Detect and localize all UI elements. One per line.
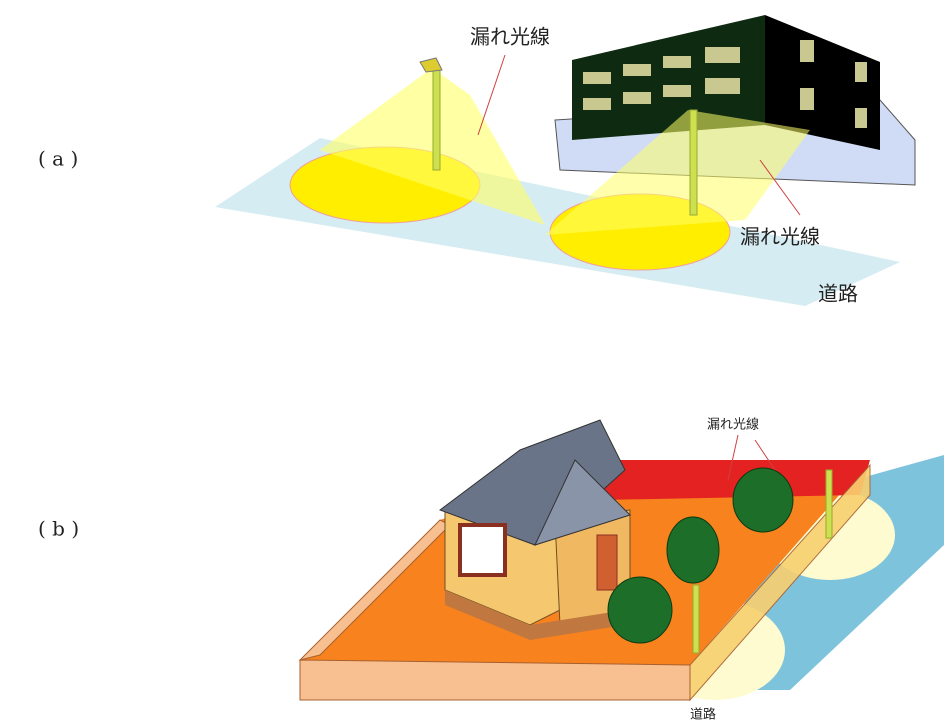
panel-b: ( b ) 漏れ光線 道路 bbox=[38, 417, 944, 723]
lamp-head bbox=[419, 57, 443, 73]
annotation: 漏れ光線 bbox=[470, 25, 550, 49]
lamp-pole bbox=[689, 109, 698, 216]
panel-label: ( b ) bbox=[38, 517, 79, 541]
pointer-line bbox=[727, 434, 739, 481]
lamp-pole bbox=[825, 469, 833, 539]
building-front bbox=[572, 15, 765, 140]
annotation: 漏れ光線 bbox=[707, 417, 759, 433]
light-cone bbox=[545, 110, 810, 235]
annotation: 道路 bbox=[690, 707, 716, 723]
lamp-pole bbox=[432, 67, 441, 171]
trees bbox=[607, 467, 794, 644]
annotation: 漏れ光線 bbox=[740, 225, 820, 249]
pointer-line bbox=[477, 54, 506, 136]
door bbox=[596, 534, 618, 591]
window bbox=[458, 523, 507, 577]
wall-front bbox=[299, 659, 691, 701]
house-base bbox=[445, 590, 625, 640]
leak-area bbox=[600, 460, 870, 500]
panel-label: ( a ) bbox=[38, 147, 78, 171]
wall-side bbox=[689, 463, 871, 702]
pointer-line bbox=[754, 439, 776, 471]
lamp-pole bbox=[692, 584, 700, 654]
roof bbox=[534, 459, 631, 546]
windows bbox=[583, 40, 867, 128]
pointer-line bbox=[759, 159, 801, 216]
annotation: 道路 bbox=[818, 282, 858, 306]
building-side bbox=[765, 15, 880, 150]
panel-a: ( a ) 漏れ光線 漏れ光線 道路 bbox=[38, 15, 916, 306]
